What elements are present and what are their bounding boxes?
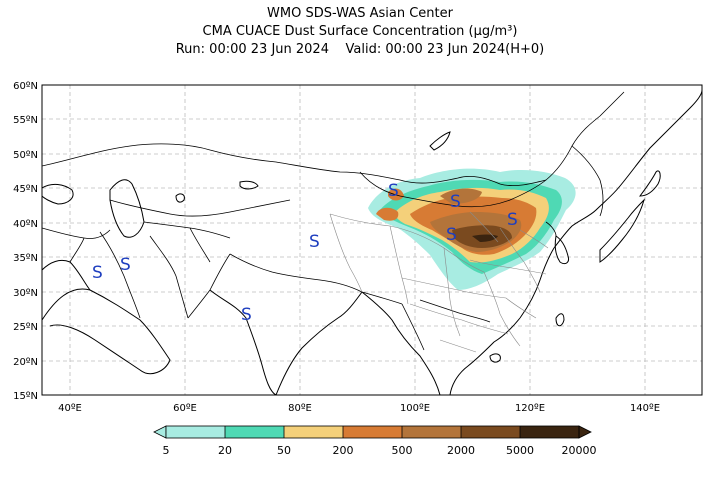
colorbar xyxy=(153,425,592,439)
colorbar-label: 5 xyxy=(162,444,170,457)
lat-label: 30ºN xyxy=(13,288,38,299)
lat-label: 35ºN xyxy=(13,253,38,264)
colorbar-segment xyxy=(343,426,402,438)
graticule xyxy=(42,85,702,395)
colorbar-segment xyxy=(461,426,520,438)
lat-label: 20ºN xyxy=(13,357,38,368)
run-time: Run: 00:00 23 Jun 2024 xyxy=(175,42,329,57)
station-marker: S xyxy=(446,225,457,245)
lon-label: 120ºE xyxy=(515,403,545,414)
map-title: WMO SDS-WAS Asian Center xyxy=(267,6,453,21)
colorbar-label: 20 xyxy=(218,444,232,457)
colorbar-segment xyxy=(284,426,343,438)
national-borders xyxy=(42,91,625,351)
colorbar-high-arrow xyxy=(578,425,592,439)
lat-label: 50ºN xyxy=(13,150,38,161)
colorbar-label: 20000 xyxy=(561,444,597,457)
lat-label: 15ºN xyxy=(13,391,38,402)
province-boundaries xyxy=(329,211,549,353)
map-frame-bg xyxy=(42,85,702,395)
lon-label: 60ºE xyxy=(173,403,197,414)
station-marker: S xyxy=(507,210,518,230)
lon-label: 80ºE xyxy=(288,403,312,414)
colorbar-label: 50 xyxy=(277,444,291,457)
lon-label: 100ºE xyxy=(400,403,430,414)
station-marker: S xyxy=(120,255,131,275)
lon-label: 140ºE xyxy=(630,403,660,414)
map-subtitle: CMA CUACE Dust Surface Concentration (μg… xyxy=(202,24,518,39)
run-valid-line: Run: 00:00 23 Jun 2024 Valid: 00:00 23 J… xyxy=(0,42,720,58)
colorbar-segment xyxy=(166,426,225,438)
valid-time: Valid: 00:00 23 Jun 2024(H+0) xyxy=(345,42,545,57)
station-marker: S xyxy=(241,305,252,325)
lat-label: 45ºN xyxy=(13,184,38,195)
station-marker: S xyxy=(92,263,103,283)
station-marker: S xyxy=(450,192,461,212)
station-markers: S S S S S S S S xyxy=(92,181,518,325)
colorbar-label: 200 xyxy=(332,444,354,457)
station-marker: S xyxy=(388,181,399,201)
colorbar-segment xyxy=(225,426,284,438)
longitude-axis: 40ºE 60ºE 80ºE 100ºE 120ºE 140ºE xyxy=(58,403,660,414)
lat-label: 40ºN xyxy=(13,219,38,230)
lat-label: 60ºN xyxy=(13,81,38,92)
colorbar-segment xyxy=(520,426,579,438)
colorbar-low-arrow xyxy=(153,425,167,439)
dust-concentration-field xyxy=(368,168,576,290)
lat-label: 55ºN xyxy=(13,115,38,126)
colorbar-label: 2000 xyxy=(447,444,475,457)
colorbar-label: 500 xyxy=(391,444,413,457)
lat-label: 25ºN xyxy=(13,322,38,333)
colorbar-label: 5000 xyxy=(506,444,534,457)
lon-label: 40ºE xyxy=(58,403,82,414)
station-marker: S xyxy=(309,232,320,252)
colorbar-segment xyxy=(402,426,461,438)
latitude-axis: 60ºN 55ºN 50ºN 45ºN 40ºN 35ºN 30ºN 25ºN … xyxy=(13,81,38,402)
map-frame xyxy=(41,84,703,396)
